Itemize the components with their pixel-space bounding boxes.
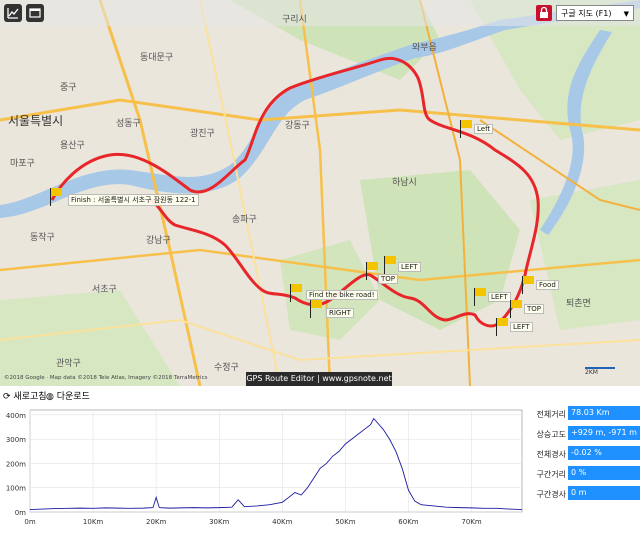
y-tick-label: 0m [15, 509, 26, 517]
x-tick-label: 60Km [398, 518, 418, 526]
stat-label: 전체거리 [536, 410, 566, 419]
flag-left-4-label: LEFT [510, 322, 533, 332]
map-label-dongjak: 동작구 [30, 233, 55, 243]
download-button[interactable]: ◍ 다운로드 [46, 389, 90, 402]
lock-icon[interactable] [536, 5, 552, 21]
map-background [0, 0, 640, 386]
flag-top-2-label: TOP [524, 304, 545, 314]
map-label-gwanak: 관악구 [56, 359, 81, 369]
refresh-icon: ⟳ [3, 392, 11, 402]
x-tick-label: 10Km [83, 518, 103, 526]
stat-row: 상승고도 +929 m, -971 m [536, 426, 640, 443]
map-label-gwangjin: 광진구 [190, 129, 215, 139]
finish-flag-label: Finish : 서울특별시 서초구 잠원동 122-1 [68, 194, 199, 206]
x-tick-label: 30Km [209, 518, 229, 526]
map-label-gangdong: 강동구 [285, 121, 310, 131]
map-scale: 2KM [585, 366, 615, 376]
map-type-label: 구글 지도 (F1) [561, 9, 612, 18]
stat-value: 78.03 Km [568, 406, 640, 420]
map-label-wabu: 와부읍 [412, 43, 437, 53]
map-label-toechon: 퇴촌면 [566, 299, 591, 309]
map-label-songpa: 송파구 [232, 215, 257, 225]
refresh-button[interactable]: ⟳ 새로고침 [3, 389, 47, 402]
map-topbar [0, 0, 640, 26]
map-label-gangnam: 강남구 [146, 236, 171, 246]
y-tick-label: 200m [6, 460, 26, 468]
route-map[interactable]: 구글 지도 (F1) ▼ 서울특별시 구리시 하남시 송파구 강남구 서초구 광… [0, 0, 640, 386]
flag-food-label: Food [536, 280, 559, 290]
scale-label: 2KM [585, 369, 598, 376]
stat-value: 0 m [568, 486, 640, 500]
stat-value: 0 % [568, 466, 640, 480]
map-label-seoul: 서울특별시 [8, 114, 64, 128]
download-label: 다운로드 [56, 392, 90, 402]
refresh-label: 새로고침 [13, 392, 47, 402]
map-attribution: ©2018 Google · Map data ©2018 Tele Atlas… [4, 375, 208, 381]
window-icon[interactable] [26, 4, 44, 22]
flag-left-3-label: LEFT [488, 292, 511, 302]
stat-label: 구간경사 [536, 490, 566, 499]
map-label-hanam: 하남시 [392, 178, 417, 188]
x-tick-label: 0m [24, 518, 35, 526]
stat-row: 구간경사 0 m [536, 486, 640, 503]
stat-label: 전체경사 [536, 450, 566, 459]
map-label-seongdong: 성동구 [116, 119, 141, 129]
stat-row: 구간거리 0 % [536, 466, 640, 483]
y-tick-label: 300m [6, 436, 26, 444]
x-tick-label: 70Km [461, 518, 481, 526]
chevron-down-icon: ▼ [623, 10, 629, 18]
map-label-yongsan: 용산구 [60, 141, 85, 151]
elevation-line [29, 417, 523, 511]
chart-plot-area [29, 409, 523, 513]
scale-bar [585, 367, 615, 369]
editor-banner[interactable]: GPS Route Editor | www.gpsnote.net [246, 372, 392, 386]
map-label-sujeong: 수정구 [214, 363, 239, 373]
stats-panel: 전체거리 78.03 Km 상승고도 +929 m, -971 m 전체경사 -0.02 … [536, 406, 640, 506]
x-tick-label: 40Km [272, 518, 292, 526]
x-tick-label: 50Km [335, 518, 355, 526]
flag-top-1-label: TOP [378, 274, 399, 284]
elevation-chart[interactable]: 0m 100m 200m 300m 400m 0m 10Km 20Km 30Km 40Km 50Km… [0, 404, 530, 535]
map-label-jung: 중구 [60, 83, 77, 93]
x-tick-label: 20Km [146, 518, 166, 526]
map-label-mapo: 마포구 [10, 159, 35, 169]
flag-left-1-label: Left [474, 124, 494, 134]
y-tick-label: 400m [6, 412, 26, 420]
stat-row: 전체경사 -0.02 % [536, 446, 640, 463]
stat-label: 구간거리 [536, 470, 566, 479]
globe-icon: ◍ [46, 392, 54, 402]
flag-left-2-label: LEFT [398, 262, 421, 272]
y-tick-label: 100m [6, 485, 26, 493]
flag-find-label: Find the bike road! [306, 290, 378, 300]
stat-value: -0.02 % [568, 446, 640, 460]
chart-toggle-icon[interactable] [4, 4, 22, 22]
stat-label: 상승고도 [536, 430, 566, 439]
map-type-select[interactable]: 구글 지도 (F1) ▼ [556, 5, 634, 21]
map-label-guri: 구리시 [282, 15, 307, 25]
map-label-seocho: 서초구 [92, 285, 117, 295]
stat-value: +929 m, -971 m [568, 426, 640, 440]
flag-right-label: RIGHT [326, 308, 354, 318]
map-label-dongdaemun: 동대문구 [140, 53, 174, 63]
stat-row: 전체거리 78.03 Km [536, 406, 640, 423]
